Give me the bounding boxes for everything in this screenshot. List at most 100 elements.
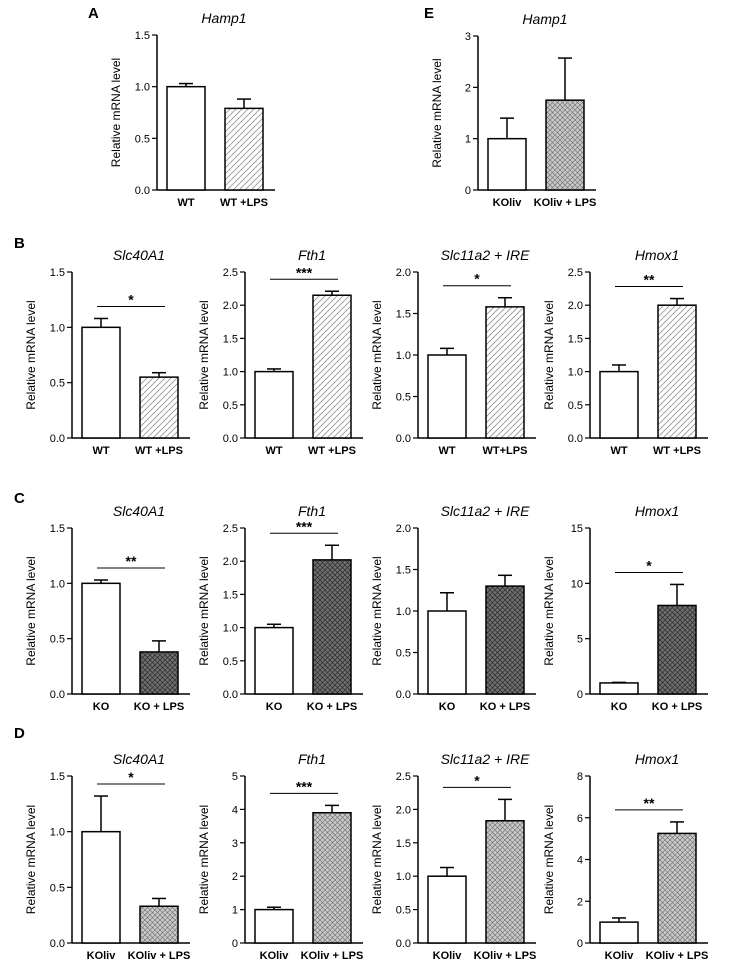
y-tick-label-d-hmox1-1: 2 <box>577 896 583 908</box>
y-tick-label-e-hamp1-3: 3 <box>465 31 471 43</box>
y-axis-label-b-slc40a1: Relative mRNA level <box>24 300 38 409</box>
y-tick-label-c-slc40a1-2: 1.0 <box>50 578 65 590</box>
y-axis-label-e-hamp1: Relative mRNA level <box>430 58 444 167</box>
category-label-d-slc40a1-0: KOliv <box>87 950 117 962</box>
y-tick-label-d-hmox1-2: 4 <box>577 855 583 867</box>
y-axis-label-b-fth1: Relative mRNA level <box>197 300 211 409</box>
y-tick-label-b-fth1-3: 1.5 <box>223 333 238 345</box>
y-tick-label-d-hmox1-0: 0 <box>577 938 583 950</box>
y-axis-label-d-hmox1: Relative mRNA level <box>542 805 556 914</box>
y-tick-label-d-slc40a1-3: 1.5 <box>50 771 65 783</box>
bar-d-hmox1-1 <box>657 832 697 944</box>
y-tick-label-b-hmox1-0: 0.0 <box>568 433 583 445</box>
y-axis-label-d-fth1: Relative mRNA level <box>197 805 211 914</box>
y-tick-label-c-fth1-2: 1.0 <box>223 623 238 635</box>
y-tick-label-c-fth1-5: 2.5 <box>223 523 238 535</box>
panel-letter-c: C <box>14 490 25 507</box>
significance-label-b-hmox1: ** <box>644 272 655 288</box>
chart-d-fth1: Fth1 Relative mRNA level 0 1 2 3 4 5 KOliv KOliv … <box>197 751 363 962</box>
chart-b-slc40a1: Slc40A1 Relative mRNA level 0.0 0.5 1.0 1.5 WT… <box>24 247 190 457</box>
y-axis-label-c-fth1: Relative mRNA level <box>197 556 211 665</box>
y-tick-label-e-hamp1-1: 1 <box>465 134 471 146</box>
significance-label-b-slc11a2: * <box>474 271 480 287</box>
bar-c-slc11a2-1 <box>485 585 525 695</box>
y-tick-label-b-hmox1-2: 1.0 <box>568 367 583 379</box>
y-tick-label-c-slc11a2-2: 1.0 <box>396 606 411 618</box>
category-label-b-fth1-0: WT <box>265 445 282 457</box>
y-tick-label-d-slc11a2-3: 1.5 <box>396 838 411 850</box>
category-label-b-hmox1-1: WT +LPS <box>653 445 701 457</box>
category-label-d-slc11a2-0: KOliv <box>433 950 463 962</box>
y-tick-label-b-slc11a2-3: 1.5 <box>396 309 411 321</box>
significance-label-d-slc40a1: * <box>128 769 134 785</box>
y-tick-label-c-slc40a1-0: 0.0 <box>50 689 65 701</box>
significance-label-d-fth1: *** <box>296 778 313 794</box>
y-tick-label-c-hmox1-3: 15 <box>571 523 583 535</box>
bar-d-slc40a1-1 <box>139 905 179 944</box>
chart-title-e-hamp1: Hamp1 <box>522 11 567 27</box>
bar-c-fth1-1 <box>312 559 352 695</box>
category-label-d-slc40a1-1: KOliv + LPS <box>128 950 191 962</box>
category-label-d-hmox1-0: KOliv <box>605 950 635 962</box>
chart-d-hmox1: Hmox1 Relative mRNA level 0 2 4 6 8 KOliv KOliv … <box>542 751 708 962</box>
y-tick-label-d-slc11a2-0: 0.0 <box>396 938 411 950</box>
bar-d-fth1-1 <box>312 811 352 944</box>
y-tick-label-b-slc40a1-1: 0.5 <box>50 378 65 390</box>
y-tick-label-d-slc40a1-0: 0.0 <box>50 938 65 950</box>
y-tick-label-d-slc11a2-4: 2.0 <box>396 804 411 816</box>
y-tick-label-a-hamp1-0: 0.0 <box>135 185 150 197</box>
chart-title-b-fth1: Fth1 <box>298 247 326 263</box>
category-label-e-hamp1-1: KOliv + LPS <box>534 197 597 209</box>
y-axis-label-c-slc40a1: Relative mRNA level <box>24 556 38 665</box>
y-tick-label-c-fth1-4: 2.0 <box>223 556 238 568</box>
significance-label-d-slc11a2: * <box>474 772 480 788</box>
charts-layer: Hamp1 Relative mRNA level 0.0 0.5 1.0 1.5 WT WT… <box>24 10 708 962</box>
chart-c-fth1: Fth1 Relative mRNA level 0.0 0.5 1.0 1.5 2.0 2.… <box>197 503 363 713</box>
y-axis-label-b-slc11a2: Relative mRNA level <box>370 300 384 409</box>
chart-title-b-hmox1: Hmox1 <box>635 247 679 263</box>
chart-b-hmox1: Hmox1 Relative mRNA level 0.0 0.5 1.0 1.5 2.0 2… <box>542 247 708 457</box>
y-tick-label-b-fth1-2: 1.0 <box>223 367 238 379</box>
chart-e-hamp1: Hamp1 Relative mRNA level 0 1 2 3 KOliv KOliv +… <box>430 11 596 209</box>
bar-b-hmox1-1 <box>657 304 697 439</box>
y-tick-label-c-fth1-0: 0.0 <box>223 689 238 701</box>
y-tick-label-a-hamp1-3: 1.5 <box>135 30 150 42</box>
chart-title-b-slc11a2: Slc11a2 + IRE <box>441 247 531 263</box>
bar-a-hamp1-1 <box>224 107 264 191</box>
y-tick-label-b-fth1-5: 2.5 <box>223 267 238 279</box>
y-tick-label-b-hmox1-1: 0.5 <box>568 400 583 412</box>
chart-title-c-fth1: Fth1 <box>298 503 326 519</box>
y-tick-label-d-slc11a2-1: 0.5 <box>396 905 411 917</box>
y-tick-label-d-fth1-0: 0 <box>232 938 238 950</box>
panel-letter-d: D <box>14 725 25 742</box>
y-tick-label-b-slc11a2-4: 2.0 <box>396 267 411 279</box>
significance-label-c-hmox1: * <box>646 557 652 573</box>
chart-c-slc11a2: Slc11a2 + IRE Relative mRNA level 0.0 0.5 1.… <box>370 503 536 713</box>
category-label-c-slc11a2-0: KO <box>439 701 456 713</box>
y-tick-label-d-slc11a2-5: 2.5 <box>396 771 411 783</box>
y-tick-label-c-slc11a2-0: 0.0 <box>396 689 411 701</box>
y-tick-label-e-hamp1-2: 2 <box>465 82 471 94</box>
category-label-c-slc40a1-1: KO + LPS <box>134 701 184 713</box>
category-label-c-fth1-0: KO <box>266 701 283 713</box>
y-tick-label-d-slc40a1-2: 1.0 <box>50 827 65 839</box>
category-label-c-hmox1-1: KO + LPS <box>652 701 702 713</box>
y-tick-label-b-slc40a1-2: 1.0 <box>50 322 65 334</box>
significance-label-c-slc40a1: ** <box>126 553 137 569</box>
y-tick-label-d-hmox1-4: 8 <box>577 771 583 783</box>
category-label-b-slc40a1-0: WT <box>92 445 109 457</box>
category-label-b-slc11a2-0: WT <box>438 445 455 457</box>
y-tick-label-c-slc11a2-1: 0.5 <box>396 648 411 660</box>
y-tick-label-b-slc40a1-3: 1.5 <box>50 267 65 279</box>
bar-a-hamp1-0 <box>166 85 206 191</box>
bar-b-slc11a2-0 <box>427 354 467 439</box>
category-label-c-slc40a1-0: KO <box>93 701 110 713</box>
y-tick-label-b-hmox1-4: 2.0 <box>568 300 583 312</box>
chart-title-d-slc40a1: Slc40A1 <box>113 751 165 767</box>
chart-title-c-slc40a1: Slc40A1 <box>113 503 165 519</box>
bar-d-slc11a2-0 <box>427 875 467 944</box>
category-label-d-fth1-0: KOliv <box>260 950 290 962</box>
y-tick-label-c-slc11a2-4: 2.0 <box>396 523 411 535</box>
bar-c-hmox1-1 <box>657 604 697 695</box>
